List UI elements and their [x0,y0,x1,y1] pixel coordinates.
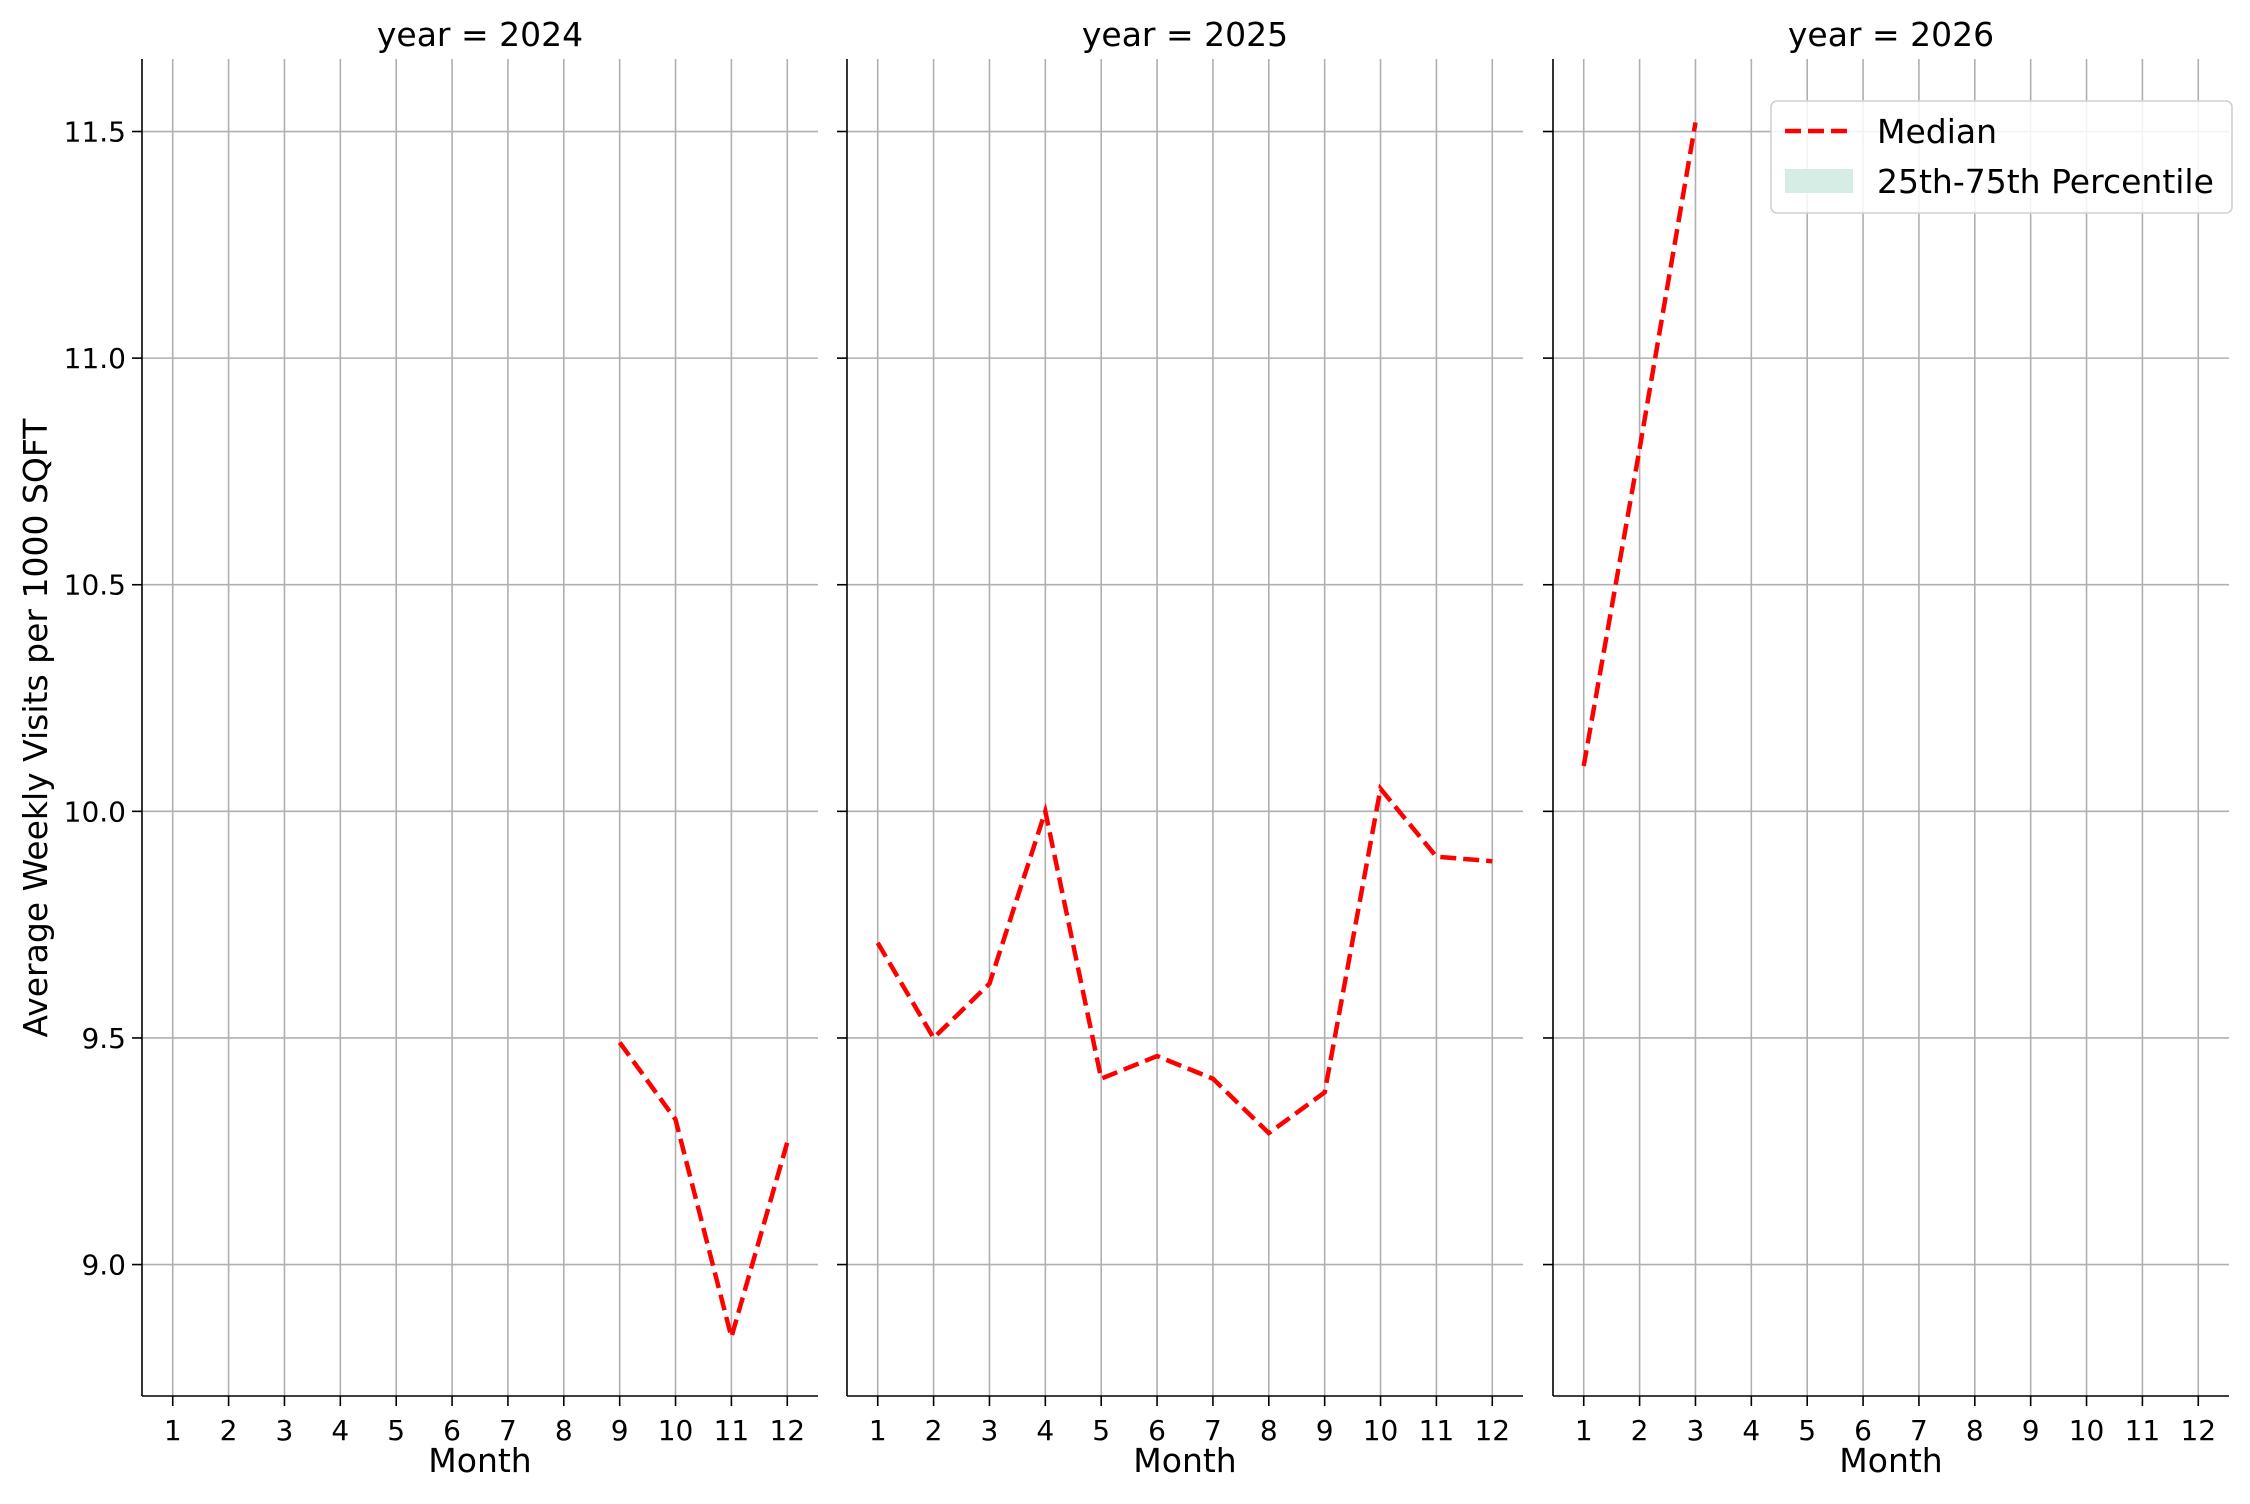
median-series-line [878,789,1493,1133]
x-tick-label: 5 [1798,1414,1816,1447]
y-tick-label: 10.0 [64,795,126,828]
x-tick-label: 8 [555,1414,573,1447]
y-tick-label: 11.0 [64,342,126,375]
y-axis-label: Average Weekly Visits per 1000 SQFT [16,418,55,1038]
x-axis-label: Month [1133,1441,1236,1480]
x-tick-label: 4 [1036,1414,1054,1447]
x-tick-label: 5 [1092,1414,1110,1447]
legend-percentile-swatch [1785,169,1853,193]
x-tick-label: 3 [276,1414,294,1447]
x-tick-label: 8 [1260,1414,1278,1447]
x-tick-label: 11 [2125,1414,2161,1447]
panel-title: year = 2026 [1788,15,1994,54]
x-tick-label: 1 [869,1414,887,1447]
y-tick-label: 9.5 [81,1022,126,1055]
x-tick-label: 3 [1687,1414,1705,1447]
x-tick-label: 9 [1316,1414,1334,1447]
x-tick-label: 5 [387,1414,405,1447]
x-tick-label: 2 [220,1414,238,1447]
x-tick-label: 9 [611,1414,629,1447]
y-tick-label: 9.0 [81,1249,126,1282]
x-tick-label: 11 [1419,1414,1455,1447]
x-tick-label: 10 [2069,1414,2105,1447]
x-tick-label: 4 [1742,1414,1760,1447]
legend-entry-label: Median [1877,112,1997,151]
x-tick-label: 9 [2022,1414,2040,1447]
x-tick-label: 1 [1575,1414,1593,1447]
x-tick-label: 2 [1631,1414,1649,1447]
legend-entry-label: 25th-75th Percentile [1877,162,2214,201]
x-tick-label: 10 [658,1414,694,1447]
x-axis-label: Month [428,1441,531,1480]
x-axis-label: Month [1839,1441,1942,1480]
x-tick-label: 4 [331,1414,349,1447]
median-series-line [620,1043,788,1338]
y-tick-label: 11.5 [64,116,126,149]
x-tick-label: 1 [164,1414,182,1447]
x-tick-label: 2 [925,1414,943,1447]
y-tick-label: 10.5 [64,569,126,602]
x-tick-label: 11 [714,1414,750,1447]
x-tick-label: 12 [2180,1414,2216,1447]
x-tick-label: 10 [1363,1414,1399,1447]
x-tick-label: 12 [769,1414,805,1447]
panel-title: year = 2024 [377,15,583,54]
x-tick-label: 8 [1966,1414,1984,1447]
panel-title: year = 2025 [1082,15,1288,54]
x-tick-label: 12 [1474,1414,1510,1447]
x-tick-label: 3 [981,1414,999,1447]
